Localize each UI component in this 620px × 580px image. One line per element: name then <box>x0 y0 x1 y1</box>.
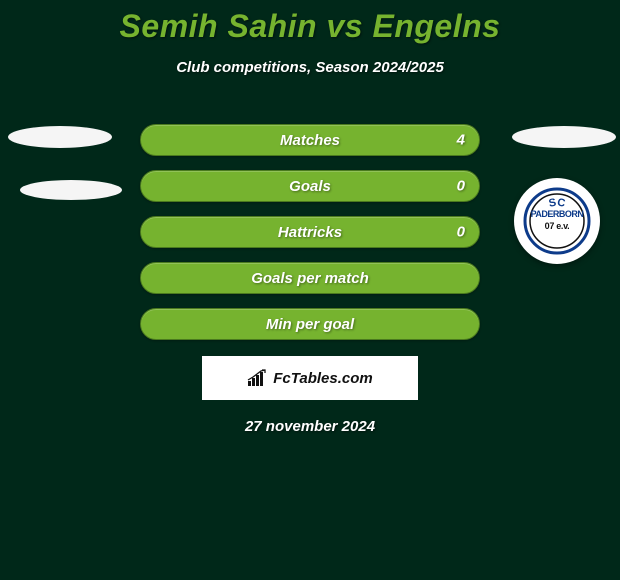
date-text: 27 november 2024 <box>0 418 620 435</box>
badge-center-text: PADERBORN <box>523 209 591 219</box>
club-badge: SC PADERBORN 07 e.v. <box>514 178 600 264</box>
stat-label: Goals <box>289 178 331 195</box>
stat-row-goals-per-match: Goals per match <box>140 262 480 294</box>
subtitle: Club competitions, Season 2024/2025 <box>0 59 620 76</box>
svg-text:SC: SC <box>548 196 567 209</box>
stat-right-value: 0 <box>457 224 465 241</box>
stat-right-value: 0 <box>457 178 465 195</box>
badge-arc-text: SC <box>548 196 567 209</box>
stat-label: Hattricks <box>278 224 342 241</box>
fctables-icon <box>247 369 269 387</box>
footer-brand-text: FcTables.com <box>273 370 372 387</box>
footer-brand-box[interactable]: FcTables.com <box>202 356 418 400</box>
stat-row-hattricks: Hattricks 0 <box>140 216 480 248</box>
stat-right-value: 4 <box>457 132 465 149</box>
stat-row-matches: Matches 4 <box>140 124 480 156</box>
stats-container: Matches 4 Goals 0 Hattricks 0 Goals per … <box>140 124 480 340</box>
stat-row-goals: Goals 0 <box>140 170 480 202</box>
stat-label: Min per goal <box>266 316 354 333</box>
badge-bottom-text: 07 e.v. <box>523 221 591 231</box>
player1-placeholder-2 <box>20 180 122 200</box>
stat-row-min-per-goal: Min per goal <box>140 308 480 340</box>
player1-placeholder-1 <box>8 126 112 148</box>
page-title: Semih Sahin vs Engelns <box>0 0 620 45</box>
stat-label: Goals per match <box>251 270 369 287</box>
stat-label: Matches <box>280 132 340 149</box>
player2-placeholder <box>512 126 616 148</box>
